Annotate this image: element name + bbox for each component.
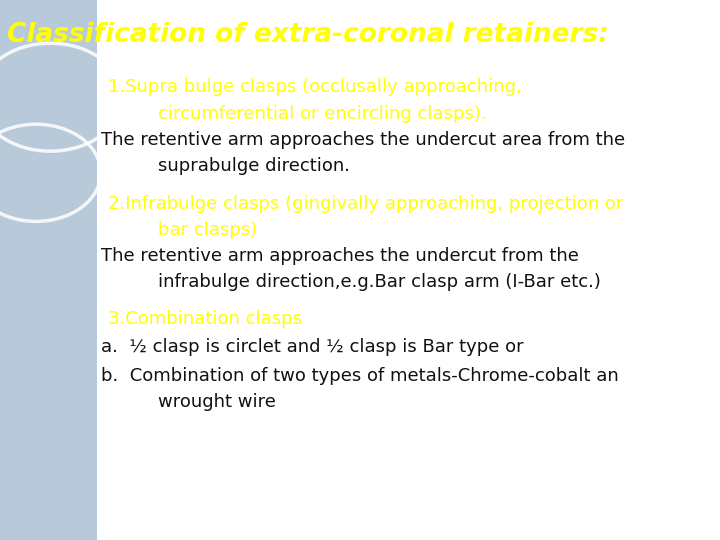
Text: a.  ½ clasp is circlet and ½ clasp is Bar type or: a. ½ clasp is circlet and ½ clasp is Bar… bbox=[101, 338, 523, 355]
Text: The retentive arm approaches the undercut from the: The retentive arm approaches the undercu… bbox=[101, 247, 579, 265]
Text: Classification of extra-coronal retainers:: Classification of extra-coronal retainer… bbox=[7, 22, 609, 48]
Text: wrought wire: wrought wire bbox=[158, 393, 276, 411]
Text: circumferential or encircling clasps).: circumferential or encircling clasps). bbox=[158, 105, 487, 123]
Text: 1.Supra bulge clasps (occlusally approaching,: 1.Supra bulge clasps (occlusally approac… bbox=[108, 78, 522, 96]
Text: bar clasps): bar clasps) bbox=[158, 221, 258, 239]
Text: The retentive arm approaches the undercut area from the: The retentive arm approaches the undercu… bbox=[101, 131, 625, 149]
FancyBboxPatch shape bbox=[0, 0, 97, 540]
Text: b.  Combination of two types of metals-Chrome-cobalt an: b. Combination of two types of metals-Ch… bbox=[101, 367, 618, 385]
Text: 3.Combination clasps: 3.Combination clasps bbox=[108, 310, 302, 328]
Text: infrabulge direction,e.g.Bar clasp arm (I-Bar etc.): infrabulge direction,e.g.Bar clasp arm (… bbox=[158, 273, 601, 291]
Text: 2.Infrabulge clasps (gingivally approaching, projection or: 2.Infrabulge clasps (gingivally approach… bbox=[108, 195, 624, 213]
Text: suprabulge direction.: suprabulge direction. bbox=[158, 157, 351, 174]
